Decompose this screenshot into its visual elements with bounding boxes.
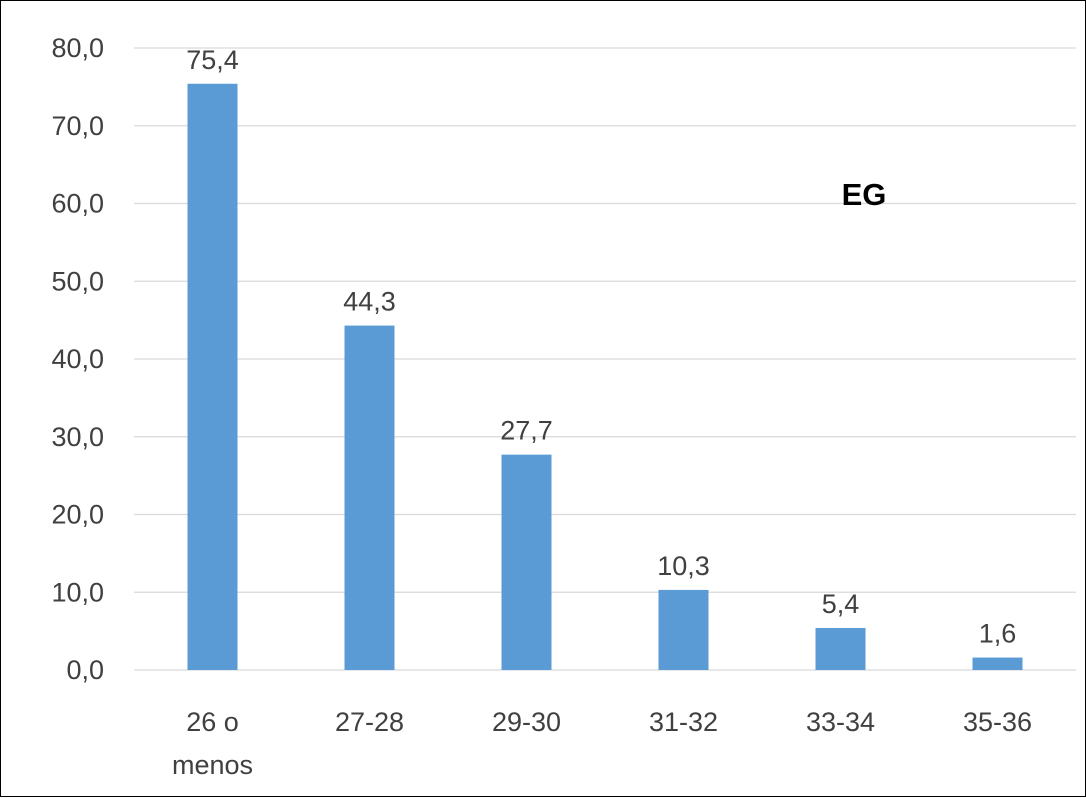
y-tick-label: 80,0	[51, 33, 104, 63]
y-axis-ticks: 0,0 10,0 20,0 30,0 40,0 50,0 60,0 70,0 80,0	[51, 33, 104, 685]
data-label: 27,7	[500, 416, 553, 446]
bar	[658, 589, 709, 670]
chart-annotation: EG	[842, 177, 887, 212]
bar	[972, 657, 1023, 670]
data-labels: 75,4 44,3 27,7 10,3 5,4 1,6	[186, 45, 1016, 649]
x-axis-categories: 26 o menos 27-28 29-30 31-32 33-34 35-36	[172, 707, 1032, 780]
data-label: 5,4	[822, 589, 860, 619]
x-category-label: 31-32	[649, 707, 718, 737]
y-tick-label: 40,0	[51, 344, 104, 374]
x-category-label: 29-30	[492, 707, 561, 737]
y-tick-label: 60,0	[51, 189, 104, 219]
data-label: 44,3	[343, 287, 396, 317]
x-category-label: 26 o menos	[172, 707, 253, 780]
y-tick-label: 30,0	[51, 422, 104, 452]
data-label: 75,4	[186, 45, 239, 75]
y-tick-label: 0,0	[66, 655, 104, 685]
bar	[187, 83, 238, 670]
y-tick-label: 70,0	[51, 111, 104, 141]
bar	[815, 628, 866, 670]
bar	[344, 325, 395, 670]
data-label: 1,6	[979, 619, 1017, 649]
y-tick-label: 20,0	[51, 500, 104, 530]
x-category-label: 33-34	[806, 707, 875, 737]
bar	[501, 454, 552, 670]
x-category-label: 35-36	[963, 707, 1032, 737]
y-tick-label: 10,0	[51, 577, 104, 607]
x-category-label: 27-28	[335, 707, 404, 737]
data-label: 10,3	[657, 551, 710, 581]
y-tick-label: 50,0	[51, 266, 104, 296]
gridlines	[134, 47, 1076, 671]
bars	[187, 83, 1023, 670]
